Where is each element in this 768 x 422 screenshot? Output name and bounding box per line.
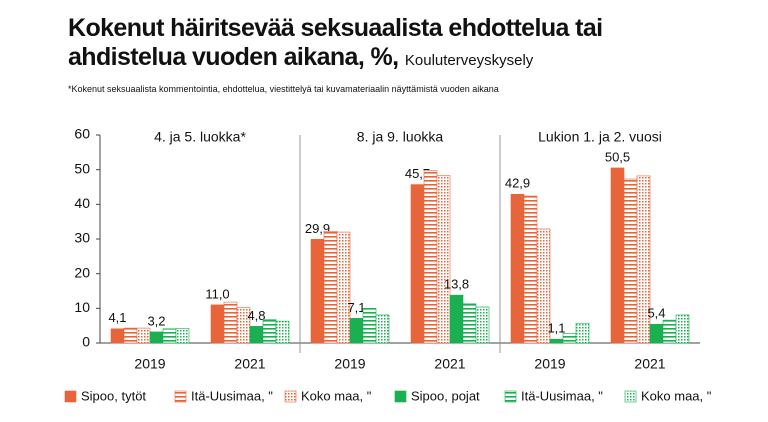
bar xyxy=(362,308,377,344)
bar xyxy=(636,175,651,344)
bar xyxy=(523,195,538,344)
x-tick-label: 2021 xyxy=(234,356,265,372)
chart-title: Kokenut häiritsevää seksuaalista ehdotte… xyxy=(68,14,688,75)
bar xyxy=(662,319,677,344)
bar xyxy=(510,193,525,344)
note: *Kokenut seksuaalista kommentointia, ehd… xyxy=(68,84,499,94)
bar xyxy=(210,304,225,344)
bar xyxy=(249,326,264,344)
legend-swatch xyxy=(284,390,297,403)
legend-swatch xyxy=(174,390,187,403)
legend-label: Itä-Uusimaa, " xyxy=(191,388,273,403)
data-label: 5,4 xyxy=(647,306,665,321)
bar xyxy=(136,327,151,344)
legend-swatch xyxy=(624,390,637,403)
bar xyxy=(610,167,625,344)
data-label: 1,1 xyxy=(547,321,565,336)
bar xyxy=(475,306,490,344)
y-tick-label: 20 xyxy=(74,264,90,280)
bar xyxy=(423,170,438,344)
bar xyxy=(549,338,564,344)
legend-label: Sipoo, tytöt xyxy=(81,388,146,403)
data-label: 11,0 xyxy=(205,286,229,301)
bar xyxy=(110,328,125,344)
data-label: 7,1 xyxy=(347,300,365,315)
y-tick-label: 40 xyxy=(74,195,90,211)
data-label: 13,8 xyxy=(444,277,469,292)
source: Kouluterveyskysely xyxy=(404,52,534,69)
bar xyxy=(436,175,451,344)
bar xyxy=(262,319,277,344)
bar xyxy=(375,314,390,344)
x-tick-label: 2019 xyxy=(134,356,165,372)
data-label: 4,8 xyxy=(247,308,265,323)
y-tick-label: 10 xyxy=(74,299,90,315)
data-label: 42,9 xyxy=(505,176,530,191)
legend-label: Koko maa, " xyxy=(301,388,372,403)
x-tick-label: 2021 xyxy=(434,356,465,372)
bar xyxy=(336,231,351,344)
bar xyxy=(623,178,638,344)
legend-swatch xyxy=(504,390,517,403)
bar xyxy=(275,320,290,344)
x-tick-label: 2019 xyxy=(334,356,365,372)
group-label: 8. ja 9. luokka xyxy=(357,129,444,145)
data-label: 50,5 xyxy=(605,149,630,164)
bar xyxy=(562,332,577,344)
group-label: 4. ja 5. luokka* xyxy=(154,129,246,145)
bar xyxy=(223,301,238,344)
legend-label: Itä-Uusimaa, " xyxy=(521,388,603,403)
bar xyxy=(575,322,590,344)
legend-swatch xyxy=(394,390,407,403)
bar xyxy=(410,184,425,344)
y-tick-label: 50 xyxy=(74,160,90,176)
bar xyxy=(236,307,251,344)
bar xyxy=(449,294,464,344)
bar xyxy=(675,314,690,344)
data-label: 4,1 xyxy=(108,310,126,325)
bar xyxy=(536,228,551,344)
legend-label: Koko maa, " xyxy=(641,388,712,403)
y-tick-label: 60 xyxy=(74,126,90,142)
y-tick-label: 0 xyxy=(82,334,90,350)
legend-label: Sipoo, pojat xyxy=(411,388,480,403)
bar xyxy=(123,327,138,344)
bar xyxy=(162,328,177,344)
data-label: 3,2 xyxy=(147,313,165,328)
bar xyxy=(649,323,664,344)
bar xyxy=(175,328,190,344)
title-text: Kokenut häiritsevää seksuaalista ehdotte… xyxy=(68,14,603,71)
bar xyxy=(149,331,164,344)
bar xyxy=(349,318,364,344)
group-label: Lukion 1. ja 2. vuosi xyxy=(538,129,662,145)
bar xyxy=(323,231,338,344)
bar xyxy=(462,303,477,344)
x-tick-label: 2021 xyxy=(634,356,665,372)
y-tick-label: 30 xyxy=(74,230,90,246)
legend-swatch xyxy=(64,390,77,403)
x-tick-label: 2019 xyxy=(534,356,565,372)
bar xyxy=(310,239,325,344)
